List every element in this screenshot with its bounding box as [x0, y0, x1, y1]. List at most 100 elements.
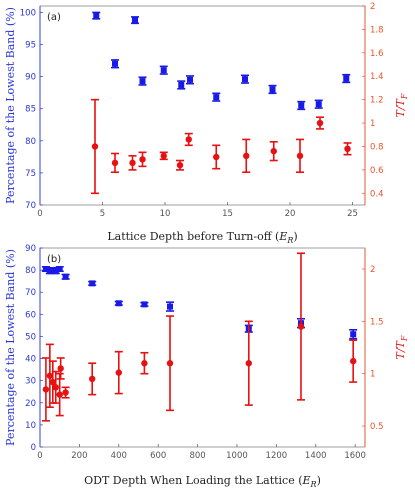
left-y-tick-label: 75	[25, 169, 36, 179]
data-point-circle	[213, 153, 220, 161]
data-point-circle	[49, 378, 57, 386]
data-point-square	[160, 67, 167, 74]
left-y-tick-label: 70	[25, 201, 36, 211]
data-point-circle	[91, 143, 99, 150]
x-tick-label: 20	[285, 209, 296, 219]
data-point-square	[139, 78, 146, 85]
x-tick-label: 800	[189, 451, 205, 461]
data-point-square	[350, 331, 357, 338]
data-point-circle	[129, 159, 136, 167]
data-point-square	[89, 280, 96, 287]
right-y-axis-label-text: T/T	[394, 339, 407, 359]
data-point-square	[115, 300, 122, 307]
chart-panel-b: 0 200 400 600 800 1000 1200 1400 1600 0 10 20 30 40 50…	[4, 244, 409, 489]
x-tick-label: 400	[111, 451, 127, 461]
data-point-circle	[139, 156, 146, 163]
panel-label: (b)	[47, 254, 61, 265]
left-y-tick-label: 10	[25, 421, 36, 431]
left-y-tick-label: 90	[25, 73, 36, 83]
right-y-tick-label: 1	[370, 370, 375, 380]
right-y-tick-label: 0.8	[370, 142, 384, 152]
left-y-tick-label: 70	[25, 288, 36, 298]
x-tick-label: 0	[37, 209, 42, 219]
panel-label: (a)	[47, 12, 61, 23]
right-y-tick-label: 0.6	[370, 166, 384, 176]
data-point-square	[93, 12, 100, 19]
x-tick-label: 1400	[305, 451, 327, 461]
right-y-tick-label: 1.6	[370, 49, 384, 59]
left-y-tick-label: 100	[20, 8, 36, 18]
x-tick-label: 200	[71, 451, 87, 461]
x-axis-label-text: ODT Depth When Loading the Lattice (	[84, 474, 302, 487]
data-point-square	[315, 101, 322, 108]
data-point-square	[62, 273, 69, 280]
right-y-axis-label-text: T/T	[394, 97, 407, 117]
plot-frame	[39, 247, 366, 448]
data-point-square	[187, 76, 193, 83]
data-point-circle	[166, 360, 174, 367]
x-tick-label: 5	[100, 209, 105, 219]
right-y-axis-label-sub: F	[400, 335, 409, 342]
right-y-tick-label: 0.5	[370, 422, 384, 432]
x-tick-label: 600	[150, 451, 166, 461]
right-y-tick-label: 1.2	[370, 96, 384, 106]
data-point-circle	[62, 389, 69, 396]
data-point-circle	[296, 152, 304, 160]
right-y-tick-label: 2	[370, 265, 375, 275]
temperature-ratio-series	[41, 252, 358, 422]
data-point-square	[242, 76, 248, 83]
data-point-circle	[349, 357, 357, 365]
left-y-tick-label: 0	[31, 443, 36, 453]
left-y-tick-label: 20	[25, 399, 36, 409]
data-point-square	[56, 266, 63, 273]
data-point-square	[343, 75, 350, 82]
left-y-tick-label: 60	[25, 310, 36, 320]
x-tick-label: 1000	[226, 451, 248, 461]
temperature-ratio-series	[91, 98, 352, 195]
left-y-tick-label: 80	[25, 137, 36, 147]
left-y-tick-label: 40	[25, 355, 36, 365]
x-axis-label: Lattice Depth before Turn-off (ER)	[107, 230, 297, 245]
chart-panel-a: 0 5 10 15 20 25 70 75 80 85 90 95 100 0.4 0.6 0.8 1 1.2 1.…	[4, 2, 409, 245]
x-axis-label-unit: E	[302, 474, 311, 487]
data-point-circle	[42, 386, 50, 393]
data-point-square	[298, 102, 305, 109]
x-tick-label: 10	[160, 209, 171, 219]
data-point-circle	[245, 360, 252, 367]
x-axis-label-sub: R	[286, 236, 293, 245]
left-y-tick-label: 50	[25, 332, 36, 342]
data-point-circle	[297, 323, 305, 330]
x-axis-label: ODT Depth When Loading the Lattice (ER)	[84, 474, 321, 489]
left-y-axis-label: Percentage of the Lowest Band (%)	[4, 249, 17, 446]
x-axis-label-close: )	[317, 474, 321, 487]
left-y-tick-label: 85	[25, 105, 36, 115]
data-point-circle	[176, 162, 184, 169]
x-axis-label-sub: R	[310, 480, 317, 489]
x-tick-label: 0	[37, 451, 42, 461]
data-point-circle	[56, 391, 63, 398]
right-y-tick-label: 1.8	[370, 25, 384, 35]
x-axis-label-unit: E	[278, 230, 287, 243]
right-y-axis-label: T/TF	[394, 335, 409, 359]
band-percentage-series	[41, 265, 358, 340]
right-y-tick-label: 1.4	[370, 72, 384, 82]
right-y-axis-label-sub: F	[400, 93, 409, 100]
data-point-square	[141, 301, 148, 308]
right-y-tick-label: 2	[370, 2, 375, 12]
data-point-circle	[141, 360, 148, 367]
left-y-tick-label: 30	[25, 377, 36, 387]
data-point-circle	[111, 159, 119, 167]
x-tick-label: 15	[222, 209, 233, 219]
left-y-tick-label: 80	[25, 266, 36, 276]
data-point-circle	[185, 136, 192, 143]
data-point-square	[112, 60, 118, 67]
data-point-square	[269, 86, 276, 93]
left-y-tick-label: 95	[25, 41, 36, 51]
left-y-tick-label: 90	[25, 244, 36, 254]
data-point-circle	[88, 375, 96, 383]
data-point-circle	[52, 384, 59, 391]
right-y-tick-label: 0.4	[370, 189, 384, 199]
data-point-square	[178, 81, 185, 88]
data-point-circle	[243, 152, 250, 160]
